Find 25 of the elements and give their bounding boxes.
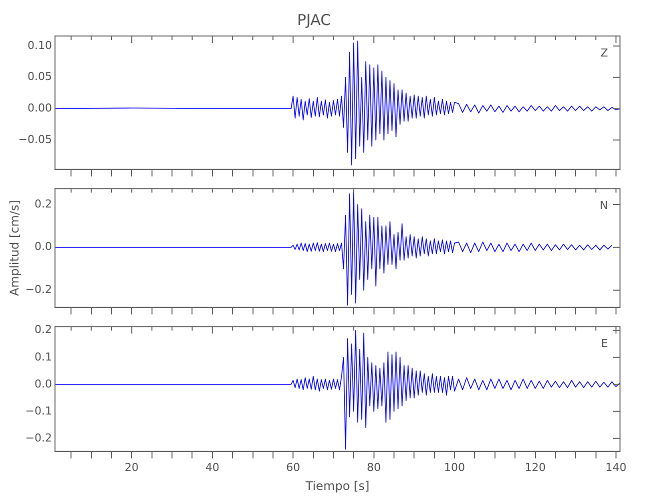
y-tick-label: 0.00 [28, 102, 52, 115]
y-tick-label: −0.2 [25, 283, 52, 296]
x-tick-label: 80 [366, 460, 381, 474]
x-tick-label: 60 [286, 460, 300, 474]
y-tick-label: −0.1 [25, 404, 52, 418]
y-tick-label: −0.05 [18, 132, 52, 146]
y-tick-label: 0.05 [28, 70, 52, 84]
x-tick-label: 20 [124, 460, 139, 474]
x-tick-label: 100 [444, 460, 466, 474]
chart-title: PJAC [297, 10, 331, 29]
y-tick-label: 0.2 [34, 197, 52, 210]
x-tick-label: 40 [205, 460, 220, 474]
x-tick-label: 120 [524, 460, 546, 474]
y-tick-label: 0.10 [28, 38, 52, 52]
annotation: Z [600, 46, 608, 60]
y-tick-label: 0.0 [34, 240, 52, 254]
y-tick-label: 0.1 [34, 350, 52, 364]
x-axis-title: Tiempo [s] [304, 478, 370, 493]
y-tick-label: 0.0 [34, 377, 52, 390]
annotation: N [600, 198, 608, 212]
y-tick-label: 0.2 [34, 323, 52, 336]
x-tick-label: 140 [605, 460, 626, 474]
y-axis-title: Amplitud [cm/s] [7, 200, 22, 296]
y-tick-label: −0.2 [25, 431, 52, 444]
annotation: E [601, 336, 608, 350]
